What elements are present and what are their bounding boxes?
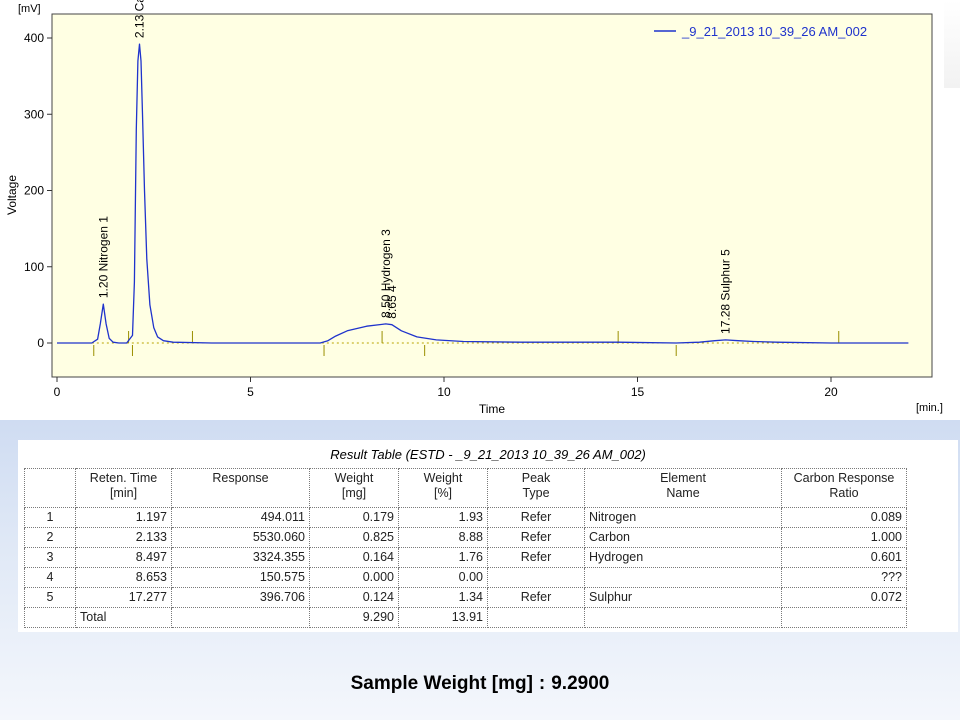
table-cell bbox=[24, 607, 76, 628]
table-cell: Refer bbox=[487, 507, 585, 528]
result-table: Reten. Time [min] Response Weight [mg] Weight… bbox=[24, 468, 907, 628]
table-cell: 0.124 bbox=[309, 587, 399, 608]
y-tick-label: 300 bbox=[24, 107, 44, 121]
table-total-row: Total 9.290 13.91 bbox=[24, 607, 907, 628]
table-cell: 1.93 bbox=[398, 507, 488, 528]
sample-weight-label: Sample Weight [mg] bbox=[350, 673, 533, 694]
y-unit-label: [mV] bbox=[18, 3, 41, 15]
table-cell: 1.34 bbox=[398, 587, 488, 608]
y-tick-label: 100 bbox=[24, 260, 44, 274]
sample-weight-line: Sample Weight [mg]:9.2900 bbox=[0, 673, 960, 695]
table-header-cell bbox=[24, 468, 76, 508]
x-tick-label: 0 bbox=[54, 385, 61, 399]
table-cell: 396.706 bbox=[171, 587, 310, 608]
table-cell: 2.133 bbox=[75, 527, 172, 548]
table-cell: 0.601 bbox=[781, 547, 907, 568]
table-cell: 0.072 bbox=[781, 587, 907, 608]
table-cell: Refer bbox=[487, 587, 585, 608]
table-cell: 1.000 bbox=[781, 527, 907, 548]
x-axis-title: Time bbox=[479, 402, 506, 416]
table-header-row: Reten. Time [min] Response Weight [mg] Weight… bbox=[24, 468, 907, 508]
table-cell: 5530.060 bbox=[171, 527, 310, 548]
table-cell: 3 bbox=[24, 547, 76, 568]
table-cell: Refer bbox=[487, 527, 585, 548]
y-axis-title: Voltage bbox=[5, 175, 19, 215]
plot-area bbox=[51, 13, 933, 378]
table-cell: 0.825 bbox=[309, 527, 399, 548]
table-header-cell: Reten. Time [min] bbox=[75, 468, 172, 508]
peak-label: 8.50 Hydrogen 3 bbox=[379, 229, 393, 318]
table-cell: Sulphur bbox=[584, 587, 782, 608]
table-cell: 17.277 bbox=[75, 587, 172, 608]
sample-weight-value: 9.2900 bbox=[551, 673, 610, 694]
table-cell bbox=[487, 567, 585, 588]
table-cell: 1 bbox=[24, 507, 76, 528]
table-cell: Hydrogen bbox=[584, 547, 782, 568]
table-cell bbox=[487, 607, 585, 628]
peak-label: 2.13 Carbon 2 bbox=[133, 0, 147, 38]
table-cell bbox=[584, 607, 782, 628]
peak-label: 1.20 Nitrogen 1 bbox=[96, 216, 110, 298]
y-tick-label: 0 bbox=[37, 336, 44, 350]
table-cell: 13.91 bbox=[398, 607, 488, 628]
table-cell: 0.089 bbox=[781, 507, 907, 528]
sample-weight-separator: : bbox=[538, 673, 546, 694]
table-row: 1 1.197 494.011 0.179 1.93 Refer Nitrogen 0.089 bbox=[24, 507, 907, 528]
table-cell: 0.164 bbox=[309, 547, 399, 568]
table-header-cell: Carbon Response Ratio bbox=[781, 468, 907, 508]
table-cell: 1.76 bbox=[398, 547, 488, 568]
table-cell bbox=[584, 567, 782, 588]
table-cell: 3324.355 bbox=[171, 547, 310, 568]
table-cell: 150.575 bbox=[171, 567, 310, 588]
chromatogram-trace bbox=[57, 43, 909, 344]
x-tick-label: 20 bbox=[824, 385, 838, 399]
table-cell: Total bbox=[75, 607, 172, 628]
x-unit-label: [min.] bbox=[916, 402, 943, 414]
table-cell: Carbon bbox=[584, 527, 782, 548]
table-header-cell: Peak Type bbox=[487, 468, 585, 508]
table-cell: 0.00 bbox=[398, 567, 488, 588]
table-header-cell: Weight [mg] bbox=[309, 468, 399, 508]
table-caption: Result Table (ESTD - _9_21_2013 10_39_26… bbox=[330, 447, 646, 462]
table-cell: 8.88 bbox=[398, 527, 488, 548]
x-tick-label: 5 bbox=[247, 385, 254, 399]
table-row: 3 8.497 3324.355 0.164 1.76 Refer Hydrogen 0.60… bbox=[24, 547, 907, 568]
table-cell: 2 bbox=[24, 527, 76, 548]
table-row: 2 2.133 5530.060 0.825 8.88 Refer Carbon 1.000 bbox=[24, 527, 907, 548]
table-row: 5 17.277 396.706 0.124 1.34 Refer Sulphur 0.072 bbox=[24, 587, 907, 608]
legend-label: _9_21_2013 10_39_26 AM_002 bbox=[681, 24, 867, 39]
table-cell: 5 bbox=[24, 587, 76, 608]
peak-label: 8.65 4 bbox=[385, 285, 399, 319]
table-cell: 8.497 bbox=[75, 547, 172, 568]
table-cell: Refer bbox=[487, 547, 585, 568]
peak-label: 17.28 Sulphur 5 bbox=[719, 249, 733, 334]
x-tick-label: 10 bbox=[437, 385, 451, 399]
chart-marks: 1.20 Nitrogen 1 2.13 Carbon 2 8.50 Hydroge… bbox=[57, 0, 909, 356]
table-cell: Nitrogen bbox=[584, 507, 782, 528]
table-cell: 1.197 bbox=[75, 507, 172, 528]
x-tick-label: 15 bbox=[631, 385, 645, 399]
table-cell: 0.000 bbox=[309, 567, 399, 588]
y-tick-label: 400 bbox=[24, 31, 44, 45]
table-cell bbox=[171, 607, 310, 628]
table-cell bbox=[781, 607, 907, 628]
table-header-cell: Response bbox=[171, 468, 310, 508]
table-cell: 8.653 bbox=[75, 567, 172, 588]
chromatogram-chart: 0 100 200 300 400 0 5 10 15 20 1.20 Nitrogen 1 2.1… bbox=[5, 0, 943, 416]
table-header-cell: Weight [%] bbox=[398, 468, 488, 508]
y-tick-label: 200 bbox=[24, 184, 44, 198]
table-cell: 0.179 bbox=[309, 507, 399, 528]
axes: 0 100 200 300 400 0 5 10 15 20 bbox=[24, 31, 838, 399]
table-cell: 494.011 bbox=[171, 507, 310, 528]
table-row: 4 8.653 150.575 0.000 0.00??? bbox=[24, 567, 907, 588]
table-header-cell: Element Name bbox=[584, 468, 782, 508]
table-cell: ??? bbox=[781, 567, 907, 588]
table-cell: 4 bbox=[24, 567, 76, 588]
result-table-panel: Result Table (ESTD - _9_21_2013 10_39_26… bbox=[18, 440, 958, 632]
table-cell: 9.290 bbox=[309, 607, 399, 628]
